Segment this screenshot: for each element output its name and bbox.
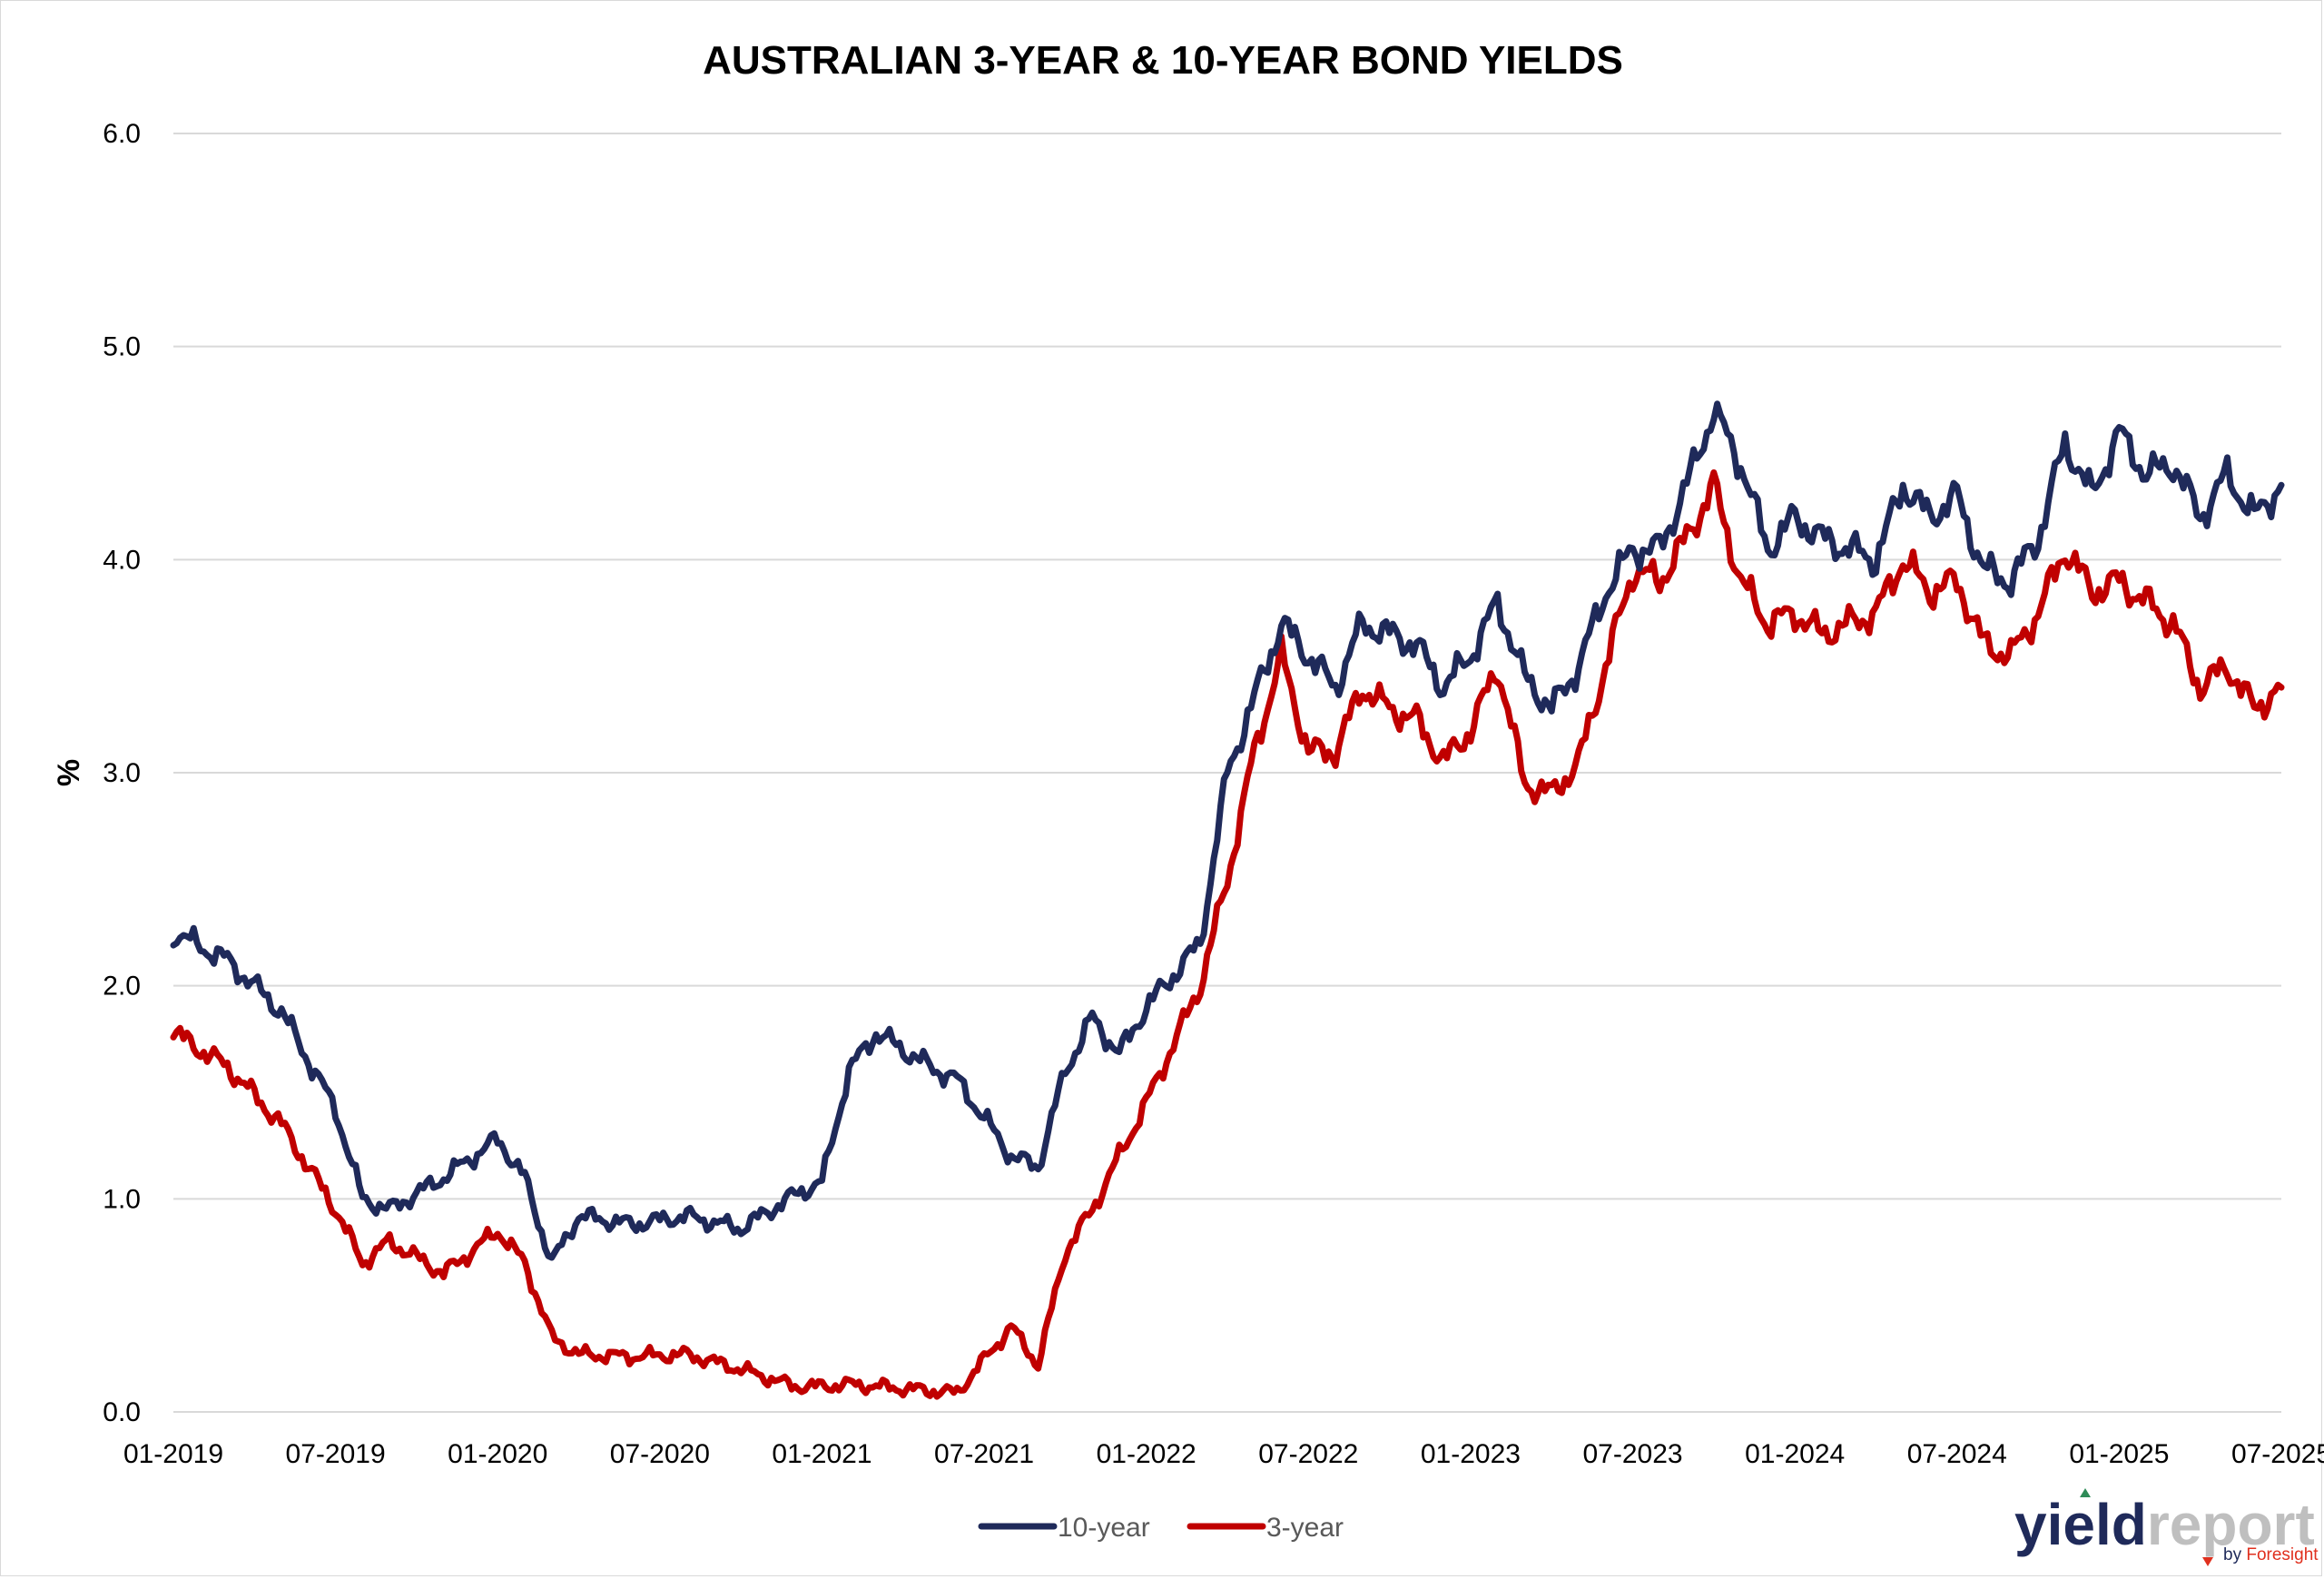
- logo-wordmark: yieldreport: [2014, 1492, 2315, 1557]
- x-tick-label: 07-2019: [286, 1439, 386, 1469]
- x-tick-label: 07-2024: [1907, 1439, 2007, 1469]
- chart-title: AUSTRALIAN 3-YEAR & 10-YEAR BOND YIELDS: [703, 38, 1623, 83]
- x-tick-label: 07-2022: [1258, 1439, 1358, 1469]
- series-line-3-year: [170, 469, 2285, 1400]
- x-tick-label: 07-2021: [934, 1439, 1034, 1469]
- series-lines: [170, 400, 2285, 1400]
- x-tick-label: 01-2020: [448, 1439, 547, 1469]
- x-tick-label: 01-2021: [772, 1439, 872, 1469]
- y-tick-label: 1.0: [103, 1184, 141, 1214]
- x-tick-label: 01-2024: [1745, 1439, 1845, 1469]
- gridlines: [173, 133, 2281, 1413]
- y-tick-label: 3.0: [103, 758, 141, 788]
- x-tick-label: 07-2023: [1582, 1439, 1682, 1469]
- y-axis-label: %: [52, 759, 86, 786]
- logo-up-arrow-icon: [2080, 1488, 2091, 1497]
- y-tick-label: 4.0: [103, 545, 141, 575]
- x-tick-label: 07-2020: [610, 1439, 710, 1469]
- x-tick-label: 01-2019: [123, 1439, 223, 1469]
- y-tick-labels: 0.0 1.0 2.0 3.0 4.0 5.0 6.0: [103, 119, 141, 1427]
- y-tick-label: 5.0: [103, 332, 141, 362]
- yieldreport-logo: yieldreport by Foresight: [2014, 1488, 2319, 1566]
- y-tick-label: 0.0: [103, 1397, 141, 1427]
- series-line-10-year: [170, 400, 2285, 1261]
- x-tick-labels: 01-2019 07-2019 01-2020 07-2020 01-2021 07-20…: [123, 1439, 2324, 1469]
- y-tick-label: 6.0: [103, 119, 141, 149]
- legend: 10-year 3-year: [978, 1513, 1344, 1543]
- legend-label: 3-year: [1266, 1513, 1344, 1543]
- logo-byline: by Foresight: [2223, 1545, 2319, 1564]
- legend-label: 10-year: [1058, 1513, 1150, 1543]
- x-tick-label: 01-2022: [1097, 1439, 1196, 1469]
- x-tick-label: 01-2025: [2069, 1439, 2169, 1469]
- x-tick-label: 01-2023: [1421, 1439, 1521, 1469]
- x-tick-label: 07-2025: [2231, 1439, 2324, 1469]
- y-tick-label: 2.0: [103, 972, 141, 1002]
- logo-down-arrow-icon: [2202, 1557, 2213, 1566]
